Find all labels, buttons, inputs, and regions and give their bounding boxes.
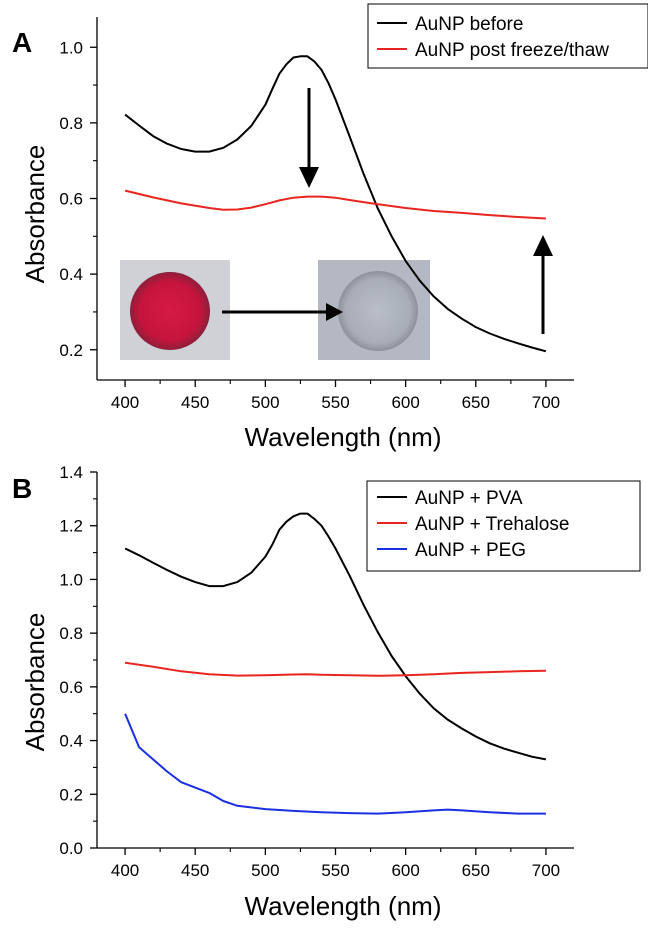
legend-label-b-1: AuNP + Trehalose	[415, 514, 569, 535]
legend-a: AuNP before AuNP post freeze/thaw	[367, 3, 648, 69]
change-arrows	[299, 88, 553, 334]
y-tick-label-b-2: 0.4	[59, 732, 83, 751]
down-arrow-icon	[299, 167, 319, 188]
x-tick-label-b-0: 400	[111, 861, 139, 880]
legend-label-a-1: AuNP post freeze/thaw	[415, 40, 609, 61]
red-well-icon	[130, 272, 210, 350]
y-axis-label-b: Absorbance	[20, 613, 50, 752]
x-tick-label-a-2: 500	[251, 393, 279, 412]
y-tick-label-a-1: 0.4	[59, 265, 83, 284]
y-tick-label-b-7: 1.4	[59, 463, 83, 482]
x-tick-label-b-6: 700	[532, 861, 560, 880]
series-line-b-1	[124, 661, 546, 677]
series-line-a-0	[124, 55, 547, 353]
series-line-a-1	[124, 189, 546, 220]
y-axis-label-a: Absorbance	[20, 145, 50, 284]
x-axis-label-a: Wavelength (nm)	[245, 422, 442, 452]
x-tick-label-b-1: 450	[181, 861, 209, 880]
y-tick-label-a-4: 1.0	[59, 38, 83, 57]
x-tick-label-a-0: 400	[111, 393, 139, 412]
x-tick-label-b-5: 650	[462, 861, 490, 880]
panel-label-b: B	[12, 473, 32, 504]
y-tick-label-b-5: 1.0	[59, 570, 83, 589]
up-arrow-icon	[533, 235, 553, 256]
x-tick-label-a-6: 700	[532, 393, 560, 412]
series-line-b-0	[124, 512, 547, 761]
x-tick-label-a-5: 650	[462, 393, 490, 412]
x-tick-label-a-3: 550	[321, 393, 349, 412]
grey-well-icon	[338, 271, 418, 351]
y-tick-label-b-6: 1.2	[59, 517, 83, 536]
legend-label-a-0: AuNP before	[415, 14, 523, 35]
y-tick-label-a-3: 0.8	[59, 114, 83, 133]
legend-b: AuNP + PVA AuNP + Trehalose AuNP + PEG	[366, 480, 641, 572]
y-tick-label-a-2: 0.6	[59, 190, 83, 209]
legend-box-b	[366, 480, 641, 572]
panel-b: B 400 450 500 550 600 650 700 0.0 0.2 0.4 0.6 0.8 1.…	[12, 463, 641, 921]
legend-box-a	[367, 3, 648, 69]
legend-label-b-0: AuNP + PVA	[415, 488, 523, 509]
y-tick-label-b-4: 0.8	[59, 624, 83, 643]
series-lines-b	[124, 512, 547, 815]
x-tick-label-a-1: 450	[181, 393, 209, 412]
axis-group-a: 400 450 500 550 600 650 700 0.2 0.4 0.6 0.8 1.0	[59, 17, 574, 412]
y-tick-label-b-0: 0.0	[59, 839, 83, 858]
y-tick-label-a-0: 0.2	[59, 341, 83, 360]
panel-label-a: A	[12, 27, 32, 58]
legend-label-b-2: AuNP + PEG	[415, 540, 526, 561]
axis-group-b: 400 450 500 550 600 650 700 0.0 0.2 0.4 0.6 0.8 1.0 1…	[59, 463, 574, 880]
x-tick-label-b-2: 500	[251, 861, 279, 880]
series-lines-a	[124, 55, 547, 353]
well-photo-inset	[120, 260, 430, 360]
x-axis-label-b: Wavelength (nm)	[245, 891, 442, 921]
y-tick-label-b-3: 0.6	[59, 678, 83, 697]
panel-a: A 400 450 500 550 600 650 700 0.2 0.4 0.6 0.8 1.0 A…	[12, 3, 648, 452]
x-tick-label-b-3: 550	[321, 861, 349, 880]
photo-arrow-head-icon	[326, 303, 343, 321]
y-tick-label-b-1: 0.2	[59, 785, 83, 804]
x-tick-label-b-4: 600	[391, 861, 419, 880]
series-line-b-2	[124, 713, 546, 815]
x-tick-label-a-4: 600	[391, 393, 419, 412]
